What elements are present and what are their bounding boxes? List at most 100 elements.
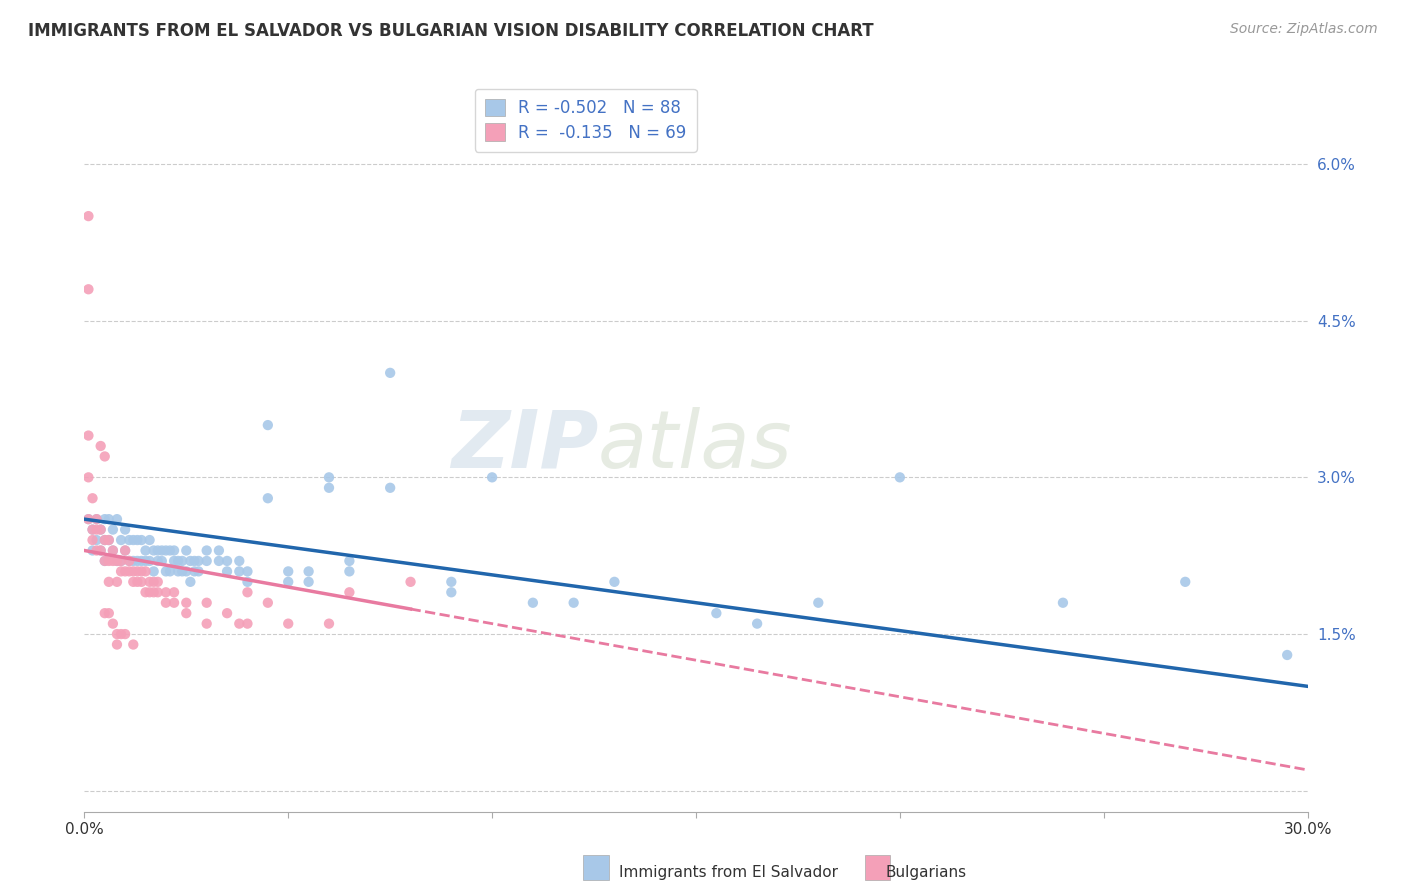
Point: [179, 554, 201, 568]
Point: [93, 554, 115, 568]
Point: [159, 543, 181, 558]
Point: [97, 554, 120, 568]
Point: [77, 512, 100, 526]
Point: [114, 543, 136, 558]
Point: [114, 565, 136, 579]
Point: [142, 574, 165, 589]
Point: [146, 543, 169, 558]
Point: [187, 565, 209, 579]
Point: [142, 565, 165, 579]
Point: [174, 596, 197, 610]
Point: [90, 523, 112, 537]
Point: [318, 616, 340, 631]
Point: [228, 565, 250, 579]
Point: [318, 470, 340, 484]
Point: [77, 282, 100, 296]
Point: [277, 574, 299, 589]
Point: [90, 439, 112, 453]
Point: [339, 565, 361, 579]
Point: [86, 543, 108, 558]
Point: [747, 616, 769, 631]
Point: [82, 523, 104, 537]
Point: [257, 418, 280, 433]
Point: [236, 565, 259, 579]
Point: [93, 533, 115, 547]
Point: [146, 574, 169, 589]
Point: [174, 565, 197, 579]
Point: [90, 543, 112, 558]
Point: [807, 596, 830, 610]
Point: [97, 606, 120, 620]
Point: [208, 543, 231, 558]
Point: [522, 596, 544, 610]
Point: [105, 574, 128, 589]
Point: [318, 481, 340, 495]
Point: [217, 606, 239, 620]
Point: [1277, 648, 1299, 662]
Point: [163, 585, 186, 599]
Point: [603, 574, 626, 589]
Point: [110, 627, 132, 641]
Point: [105, 638, 128, 652]
Point: [1174, 574, 1197, 589]
Point: [163, 554, 186, 568]
Point: [93, 554, 115, 568]
Point: [127, 533, 149, 547]
Point: [257, 491, 280, 506]
Point: [277, 616, 299, 631]
Point: [101, 543, 124, 558]
Text: Bulgarians: Bulgarians: [886, 865, 967, 880]
Point: [82, 533, 104, 547]
Legend: R = -0.502   N = 88, R =  -0.135   N = 69: R = -0.502 N = 88, R = -0.135 N = 69: [475, 88, 696, 152]
Point: [93, 512, 115, 526]
Point: [77, 470, 100, 484]
Point: [114, 627, 136, 641]
Text: Immigrants from El Salvador: Immigrants from El Salvador: [619, 865, 838, 880]
Point: [146, 585, 169, 599]
Point: [183, 554, 205, 568]
Point: [440, 585, 463, 599]
Point: [122, 554, 145, 568]
Point: [93, 533, 115, 547]
Point: [179, 574, 201, 589]
Text: Source: ZipAtlas.com: Source: ZipAtlas.com: [1230, 22, 1378, 37]
Point: [380, 481, 402, 495]
Point: [135, 585, 157, 599]
Point: [101, 543, 124, 558]
Point: [236, 574, 259, 589]
Point: [195, 596, 218, 610]
Point: [118, 554, 141, 568]
Point: [257, 596, 280, 610]
Point: [110, 554, 132, 568]
Point: [122, 533, 145, 547]
Point: [172, 565, 194, 579]
Point: [167, 554, 190, 568]
Point: [167, 565, 190, 579]
Point: [228, 554, 250, 568]
Point: [127, 574, 149, 589]
Point: [110, 554, 132, 568]
Point: [86, 523, 108, 537]
Point: [135, 543, 157, 558]
Point: [110, 533, 132, 547]
Point: [105, 512, 128, 526]
Point: [97, 512, 120, 526]
Point: [93, 450, 115, 464]
Point: [138, 585, 160, 599]
Point: [118, 565, 141, 579]
Point: [159, 565, 181, 579]
Point: [86, 533, 108, 547]
Point: [105, 554, 128, 568]
Point: [174, 543, 197, 558]
Point: [138, 533, 160, 547]
Point: [138, 574, 160, 589]
Point: [172, 554, 194, 568]
Point: [298, 565, 321, 579]
Point: [90, 543, 112, 558]
Point: [228, 616, 250, 631]
Point: [339, 554, 361, 568]
Point: [135, 554, 157, 568]
Point: [77, 512, 100, 526]
Point: [195, 543, 218, 558]
Point: [86, 512, 108, 526]
